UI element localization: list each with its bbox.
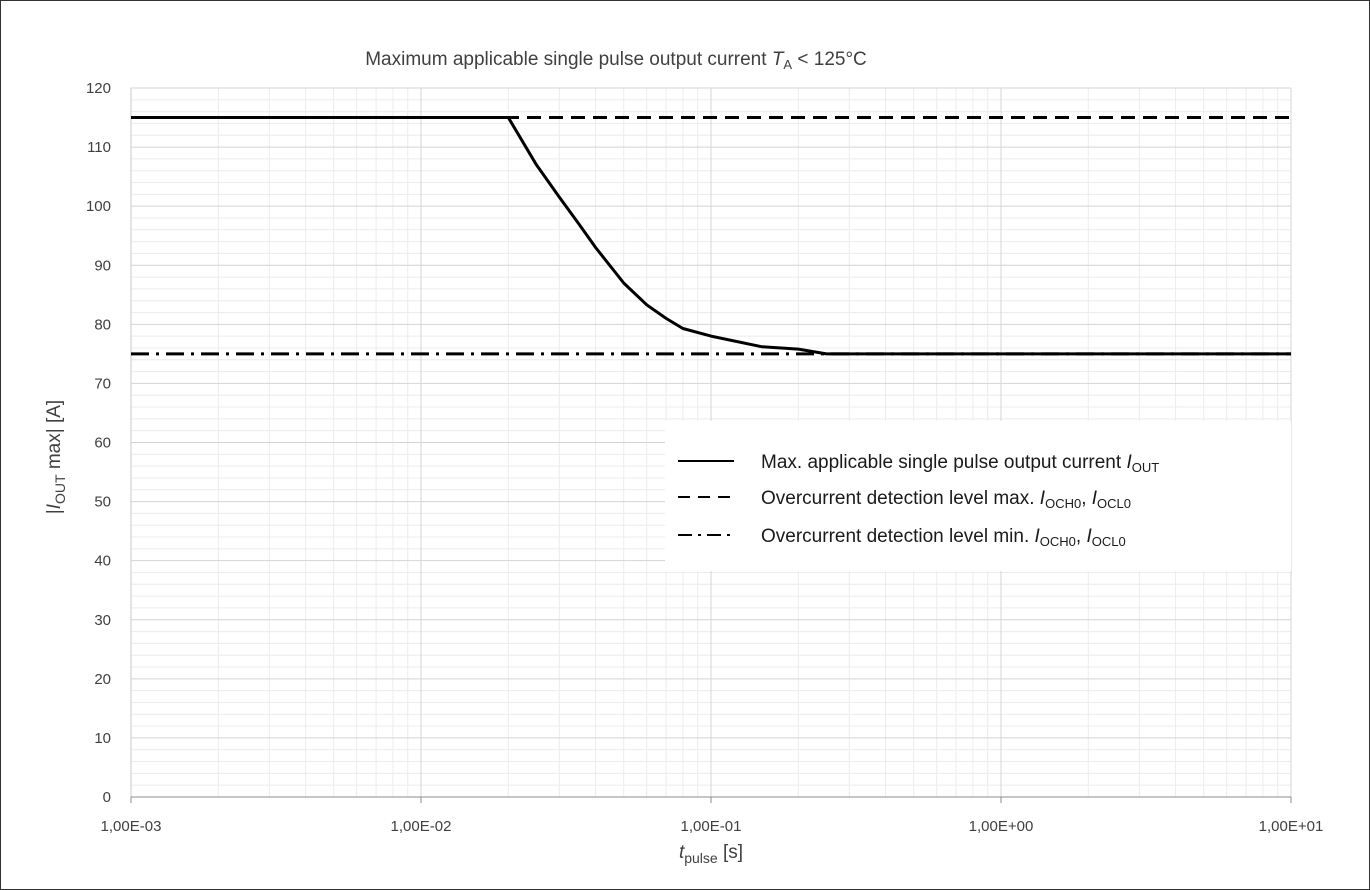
- legend-entry-2: Overcurrent detection level max. IOCH0, …: [761, 488, 1131, 511]
- y-axis-title: |IOUT max| [A]: [44, 400, 68, 514]
- y-tick-label: 0: [103, 789, 111, 806]
- x-tick-label: 1,00E-02: [391, 818, 452, 835]
- y-tick-label: 30: [94, 612, 111, 629]
- y-tick-label: 40: [94, 553, 111, 570]
- series-lines: [131, 116, 1291, 356]
- y-tick-labels: 0 10 20 30 40 50 60 70 80 90 100 110 120: [86, 80, 111, 806]
- series-line-solid: [131, 116, 1291, 356]
- y-tick-label: 70: [94, 375, 111, 392]
- x-axis-title: tpulse [s]: [679, 842, 743, 866]
- y-tick-label: 60: [94, 435, 111, 452]
- chart-title: Maximum applicable single pulse output c…: [365, 49, 867, 72]
- legend-entry-1: Max. applicable single pulse output curr…: [761, 452, 1159, 475]
- y-tick-label: 80: [94, 316, 111, 333]
- legend: Max. applicable single pulse output curr…: [665, 421, 1291, 571]
- y-tick-label: 10: [94, 730, 111, 747]
- x-tick-label: 1,00E-01: [681, 818, 742, 835]
- y-tick-label: 20: [94, 671, 111, 688]
- y-tick-label: 120: [86, 80, 111, 97]
- legend-entry-3: Overcurrent detection level min. IOCH0, …: [761, 526, 1126, 549]
- x-tick-label: 1,00E+00: [969, 818, 1034, 835]
- axes: [130, 88, 1292, 803]
- y-tick-label: 50: [94, 494, 111, 511]
- y-tick-label: 110: [87, 139, 111, 156]
- y-tick-label: 100: [86, 198, 111, 215]
- y-tick-label: 90: [94, 257, 111, 274]
- x-tick-labels: 1,00E-03 1,00E-02 1,00E-01 1,00E+00 1,00E+01: [101, 818, 1324, 835]
- x-tick-label: 1,00E-03: [101, 818, 162, 835]
- legend-box: [665, 421, 1291, 571]
- x-tick-label: 1,00E+01: [1259, 818, 1324, 835]
